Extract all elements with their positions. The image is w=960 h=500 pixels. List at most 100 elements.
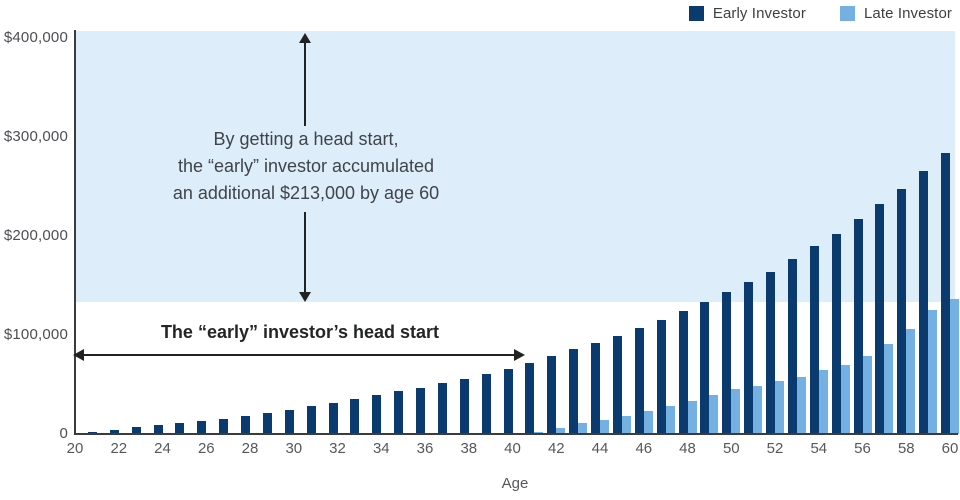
x-tick-label-26: 26: [197, 440, 215, 457]
bar-early-age-37: [437, 382, 447, 434]
early-investor-swatch-icon: [688, 6, 704, 21]
headstart-arrow-left-icon: [73, 348, 84, 361]
bar-late-age-58: [906, 329, 916, 434]
bar-early-age-50: [722, 292, 732, 434]
x-tick-label-34: 34: [372, 440, 390, 457]
bar-late-age-45: [621, 416, 631, 434]
bar-early-age-34: [372, 395, 382, 434]
x-tick-label-46: 46: [635, 440, 653, 457]
bar-early-age-30: [284, 410, 294, 434]
y-tick-label-200000: $200,000: [3, 227, 68, 244]
bar-early-age-54: [809, 245, 819, 434]
x-tick-label-44: 44: [591, 440, 609, 457]
bar-early-age-52: [766, 271, 775, 434]
bar-early-age-46: [634, 328, 644, 434]
bar-early-age-29: [262, 413, 272, 434]
x-axis-line: [74, 433, 958, 435]
bar-early-age-22: [109, 430, 119, 434]
bar-late-age-47: [665, 406, 675, 434]
bar-late-age-57: [884, 343, 894, 434]
x-tick-label-54: 54: [810, 440, 828, 457]
bar-late-age-54: [818, 369, 828, 434]
bar-early-age-42: [547, 355, 557, 434]
shaded-region: [75, 31, 955, 303]
bar-early-age-24: [153, 425, 163, 434]
bar-late-age-49: [709, 395, 719, 434]
x-tick-label-38: 38: [460, 440, 478, 457]
bar-early-age-47: [656, 320, 666, 434]
legend-label-late: Late Investor: [863, 5, 952, 22]
x-tick-label-48: 48: [679, 440, 696, 457]
x-tick-label-50: 50: [722, 440, 740, 457]
gap-arrow-line-bottom: [303, 212, 306, 293]
headstart-label: The “early” investor’s head start: [160, 322, 440, 342]
bar-late-age-46: [643, 411, 653, 434]
x-tick-label-52: 52: [766, 440, 784, 457]
bar-late-age-50: [731, 389, 741, 434]
bar-late-age-59: [928, 310, 938, 434]
headstart-arrow-right-icon: [514, 348, 526, 361]
gap-arrow-line-top: [303, 42, 306, 126]
bar-late-age-53: [796, 376, 806, 434]
legend: Early Investor Late Investor: [688, 5, 952, 22]
bar-early-age-25: [175, 423, 185, 434]
legend-item-late: Late Investor: [839, 5, 952, 22]
bar-early-age-41: [525, 362, 535, 434]
y-tick-label-100000: $100,000: [3, 326, 68, 343]
x-tick-label-24: 24: [154, 440, 171, 457]
bar-early-age-45: [612, 336, 622, 434]
x-tick-label-56: 56: [854, 440, 871, 457]
bar-early-age-44: [591, 342, 600, 434]
bar-late-age-56: [862, 355, 872, 434]
x-tick-label-20: 20: [66, 440, 84, 457]
legend-label-early: Early Investor: [712, 5, 806, 22]
bar-early-age-51: [744, 281, 754, 434]
x-tick-label-36: 36: [416, 440, 434, 457]
y-tick-label-400000: $400,000: [3, 29, 68, 46]
bar-early-age-55: [831, 234, 841, 434]
bar-early-age-49: [700, 302, 710, 434]
gap-annotation-line1: By getting a head start,: [213, 129, 399, 149]
headstart-arrow-line: [83, 353, 516, 356]
bar-early-age-33: [350, 399, 360, 434]
bar-late-age-51: [753, 385, 763, 434]
x-tick-label-42: 42: [547, 440, 565, 457]
bar-late-age-43: [578, 423, 588, 434]
x-tick-label-40: 40: [504, 440, 521, 457]
x-tick-label-28: 28: [241, 440, 259, 457]
plot-area: By getting a head start, the “early” inv…: [73, 31, 959, 434]
x-tick-label-60: 60: [941, 440, 959, 457]
x-tick-label-22: 22: [110, 440, 128, 457]
legend-item-early: Early Investor: [688, 5, 806, 22]
y-tick-label-300000: $300,000: [3, 128, 68, 145]
late-investor-swatch-icon: [839, 6, 855, 21]
bar-late-age-52: [775, 380, 784, 434]
gap-arrow-down-icon: [298, 292, 311, 303]
bar-early-age-53: [787, 258, 797, 434]
bar-early-age-60: [941, 152, 950, 434]
y-tick-label-0: 0: [59, 425, 68, 442]
y-axis-line: [74, 30, 76, 435]
bar-early-age-57: [875, 204, 885, 434]
x-tick-label-58: 58: [897, 440, 915, 457]
bar-early-age-35: [394, 391, 404, 434]
bar-early-age-58: [897, 188, 907, 434]
bar-late-age-44: [600, 420, 609, 434]
gap-annotation-line3: an additional $213,000 by age 60: [172, 183, 440, 203]
x-axis-title: Age: [501, 475, 529, 492]
bar-late-age-42: [556, 428, 566, 434]
bar-early-age-32: [328, 403, 338, 434]
bar-early-age-31: [306, 406, 316, 434]
gap-annotation-text: By getting a head start, the “early” inv…: [135, 126, 477, 207]
gap-arrow-up-icon: [298, 33, 311, 43]
bar-late-age-48: [687, 401, 697, 434]
bar-early-age-27: [219, 419, 229, 434]
bar-early-age-39: [481, 373, 491, 434]
bar-early-age-43: [569, 348, 579, 434]
bar-early-age-23: [131, 427, 141, 434]
bar-early-age-40: [503, 368, 513, 434]
gap-annotation-line2: the “early” investor accumulated: [177, 156, 435, 176]
bar-early-age-59: [919, 170, 929, 434]
bar-late-age-55: [840, 364, 850, 434]
